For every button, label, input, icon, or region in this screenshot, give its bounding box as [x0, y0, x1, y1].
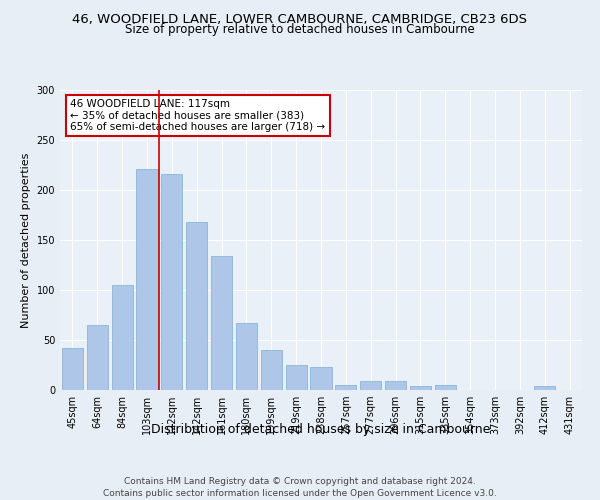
Bar: [435, 385, 456, 390]
Bar: [87, 325, 108, 390]
Y-axis label: Number of detached properties: Number of detached properties: [21, 152, 31, 328]
Text: Distribution of detached houses by size in Cambourne: Distribution of detached houses by size …: [151, 422, 491, 436]
Bar: [534, 386, 555, 390]
Bar: [236, 323, 257, 390]
Bar: [261, 350, 282, 390]
Text: 46 WOODFIELD LANE: 117sqm
← 35% of detached houses are smaller (383)
65% of semi: 46 WOODFIELD LANE: 117sqm ← 35% of detac…: [70, 99, 326, 132]
Bar: [112, 285, 133, 390]
Bar: [385, 381, 406, 390]
Bar: [211, 256, 232, 390]
Bar: [360, 381, 381, 390]
Bar: [136, 169, 158, 390]
Bar: [286, 365, 307, 390]
Bar: [62, 348, 83, 390]
Bar: [161, 174, 182, 390]
Text: 46, WOODFIELD LANE, LOWER CAMBOURNE, CAMBRIDGE, CB23 6DS: 46, WOODFIELD LANE, LOWER CAMBOURNE, CAM…: [73, 12, 527, 26]
Bar: [186, 222, 207, 390]
Bar: [410, 386, 431, 390]
Bar: [310, 367, 332, 390]
Bar: [335, 385, 356, 390]
Text: Size of property relative to detached houses in Cambourne: Size of property relative to detached ho…: [125, 24, 475, 36]
Text: Contains HM Land Registry data © Crown copyright and database right 2024.
Contai: Contains HM Land Registry data © Crown c…: [103, 476, 497, 498]
